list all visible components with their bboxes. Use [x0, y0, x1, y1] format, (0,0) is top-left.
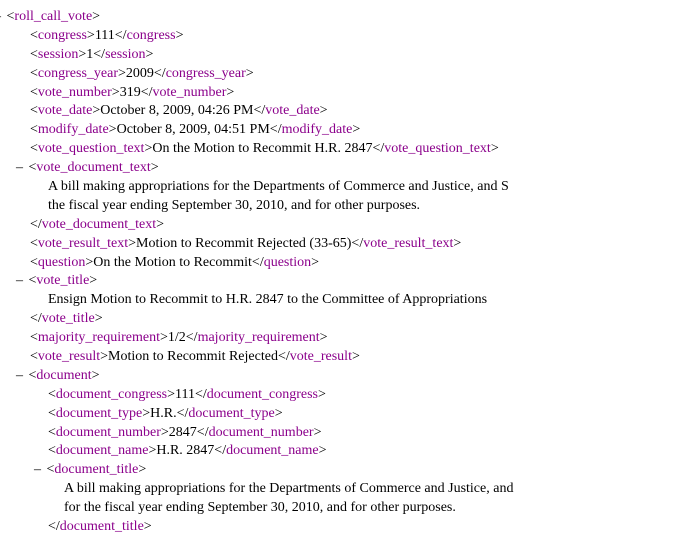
xml-close-tag: </vote_number> — [141, 85, 235, 100]
xml-text: 1/2 — [168, 330, 186, 345]
xml-text: the fiscal year ending September 30, 201… — [48, 198, 420, 213]
xml-text: Motion to Recommit Rejected — [108, 349, 278, 364]
xml-text: 2009 — [126, 66, 154, 81]
xml-text: 111 — [95, 28, 115, 43]
xml-close-tag: </majority_requirement> — [186, 330, 328, 345]
xml-line: <congress_year>2009</congress_year> — [8, 65, 682, 84]
xml-line: for the fiscal year ending September 30,… — [8, 499, 682, 518]
xml-close-tag: </document_title> — [48, 519, 152, 534]
xml-text: October 8, 2009, 04:26 PM — [100, 103, 253, 118]
xml-open-tag: <vote_title> — [29, 273, 98, 288]
xml-open-tag: <roll_call_vote> — [7, 9, 101, 24]
collapse-dash-icon[interactable]: – — [16, 273, 29, 288]
xml-line: <vote_result>Motion to Recommit Rejected… — [8, 348, 682, 367]
xml-close-tag: </congress_year> — [154, 66, 254, 81]
xml-line: Ensign Motion to Recommit to H.R. 2847 t… — [8, 291, 682, 310]
xml-line: – <vote_document_text> — [8, 159, 682, 178]
xml-close-tag: </session> — [93, 47, 153, 62]
xml-text: 319 — [120, 85, 141, 100]
xml-open-tag: <document_title> — [47, 462, 147, 477]
xml-text: A bill making appropriations for the Dep… — [64, 481, 513, 496]
xml-open-tag: <modify_date> — [30, 122, 117, 137]
xml-close-tag: </vote_result> — [278, 349, 360, 364]
xml-line: <question>On the Motion to Recommit</que… — [8, 254, 682, 273]
xml-open-tag: <vote_document_text> — [29, 160, 159, 175]
xml-line: <vote_date>October 8, 2009, 04:26 PM</vo… — [8, 102, 682, 121]
xml-tree-view: – <roll_call_vote><congress>111</congres… — [8, 8, 682, 537]
xml-text: 2847 — [169, 425, 197, 440]
xml-close-tag: </modify_date> — [270, 122, 360, 137]
xml-line: – <vote_title> — [8, 272, 682, 291]
xml-close-tag: </vote_date> — [253, 103, 327, 118]
xml-close-tag: </document_number> — [197, 425, 322, 440]
xml-close-tag: </vote_result_text> — [351, 236, 461, 251]
xml-line: <document_type>H.R.</document_type> — [8, 405, 682, 424]
xml-open-tag: <document> — [29, 368, 100, 383]
xml-text: October 8, 2009, 04:51 PM — [117, 122, 270, 137]
xml-line: </vote_title> — [8, 310, 682, 329]
xml-open-tag: <majority_requirement> — [30, 330, 168, 345]
xml-text: H.R. 2847 — [156, 443, 214, 458]
xml-open-tag: <vote_result_text> — [30, 236, 136, 251]
xml-text: H.R. — [150, 406, 176, 421]
xml-close-tag: </vote_question_text> — [372, 141, 498, 156]
xml-open-tag: <document_congress> — [48, 387, 175, 402]
xml-open-tag: <question> — [30, 255, 93, 270]
collapse-dash-icon[interactable]: – — [16, 160, 29, 175]
xml-line: <majority_requirement>1/2</majority_requ… — [8, 329, 682, 348]
xml-line: – <document> — [8, 367, 682, 386]
xml-line: <vote_question_text>On the Motion to Rec… — [8, 140, 682, 159]
xml-close-tag: </document_type> — [177, 406, 283, 421]
xml-line: <vote_result_text>Motion to Recommit Rej… — [8, 235, 682, 254]
xml-line: </document_title> — [8, 518, 682, 537]
xml-open-tag: <congress> — [30, 28, 95, 43]
xml-close-tag: </vote_title> — [30, 311, 103, 326]
xml-open-tag: <document_type> — [48, 406, 150, 421]
xml-line: – <document_title> — [8, 461, 682, 480]
xml-line: A bill making appropriations for the Dep… — [8, 178, 682, 197]
xml-open-tag: <vote_result> — [30, 349, 108, 364]
xml-close-tag: </document_congress> — [195, 387, 326, 402]
xml-open-tag: <document_number> — [48, 425, 169, 440]
xml-line: <document_name>H.R. 2847</document_name> — [8, 442, 682, 461]
xml-text: 111 — [175, 387, 195, 402]
xml-line: the fiscal year ending September 30, 201… — [8, 197, 682, 216]
xml-close-tag: </question> — [252, 255, 319, 270]
xml-line: <document_congress>111</document_congres… — [8, 386, 682, 405]
xml-line: <session>1</session> — [8, 46, 682, 65]
xml-line: <document_number>2847</document_number> — [8, 424, 682, 443]
xml-text: Ensign Motion to Recommit to H.R. 2847 t… — [48, 292, 487, 307]
xml-open-tag: <vote_date> — [30, 103, 100, 118]
collapse-dash-icon[interactable]: – — [34, 462, 47, 477]
xml-line: A bill making appropriations for the Dep… — [8, 480, 682, 499]
xml-open-tag: <session> — [30, 47, 86, 62]
collapse-dash-icon[interactable]: – — [16, 368, 29, 383]
xml-line: <vote_number>319</vote_number> — [8, 84, 682, 103]
xml-text: On the Motion to Recommit — [93, 255, 252, 270]
xml-text: On the Motion to Recommit H.R. 2847 — [152, 141, 372, 156]
xml-line: </vote_document_text> — [8, 216, 682, 235]
xml-text: for the fiscal year ending September 30,… — [64, 500, 456, 515]
xml-open-tag: <congress_year> — [30, 66, 126, 81]
xml-open-tag: <document_name> — [48, 443, 156, 458]
xml-close-tag: </vote_document_text> — [30, 217, 164, 232]
xml-open-tag: <vote_number> — [30, 85, 120, 100]
xml-close-tag: </document_name> — [214, 443, 326, 458]
xml-text: Motion to Recommit Rejected (33-65) — [136, 236, 351, 251]
xml-line: – <roll_call_vote> — [8, 8, 682, 27]
xml-close-tag: </congress> — [115, 28, 184, 43]
xml-open-tag: <vote_question_text> — [30, 141, 152, 156]
xml-text: A bill making appropriations for the Dep… — [48, 179, 509, 194]
xml-line: <congress>111</congress> — [8, 27, 682, 46]
xml-line: <modify_date>October 8, 2009, 04:51 PM</… — [8, 121, 682, 140]
